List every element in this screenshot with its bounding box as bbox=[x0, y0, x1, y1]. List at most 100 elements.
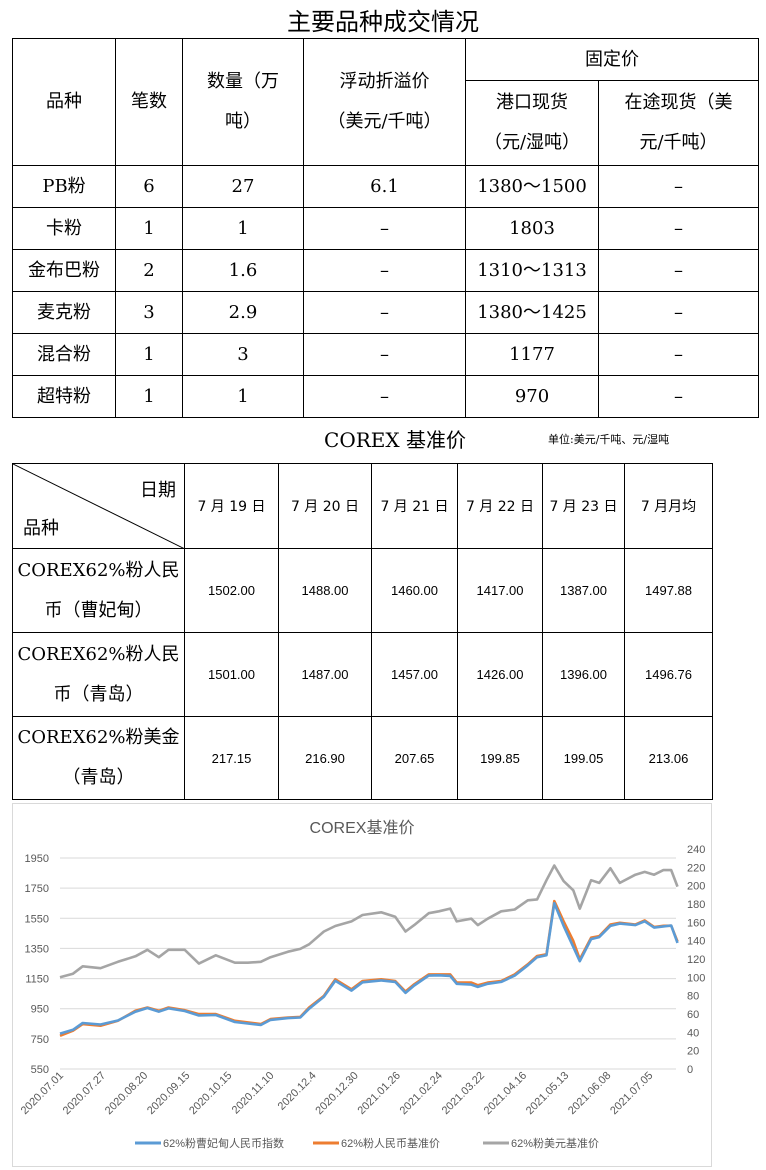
table-row: COREX62%粉人民币（青岛） 1501.00 1487.00 1457.00 142… bbox=[12, 632, 713, 717]
cell-port-spot: 1310～1313 bbox=[465, 249, 599, 292]
diagonal-header-cell: 日期 品种 bbox=[12, 463, 185, 549]
header-variety: 品种 bbox=[12, 38, 116, 166]
cell-quantity: 1 bbox=[182, 207, 304, 250]
cell-afloat-spot: – bbox=[598, 165, 759, 208]
x-tick-label: 2021.01.26 bbox=[356, 1070, 403, 1117]
header-date-col: 7 月 20 日 bbox=[278, 463, 372, 549]
x-tick-label: 2021.04.16 bbox=[482, 1070, 529, 1117]
cell-port-spot: 1177 bbox=[465, 333, 599, 376]
y-right-tick-label: 240 bbox=[687, 844, 705, 856]
cell-quantity: 1.6 bbox=[182, 249, 304, 292]
cell-value: 199.85 bbox=[457, 716, 543, 800]
series-line-2 bbox=[59, 864, 679, 979]
cell-afloat-spot: – bbox=[598, 375, 759, 418]
corex-title: COREX 基准价 bbox=[324, 428, 466, 452]
cell-float-premium: – bbox=[303, 207, 466, 250]
y-right-tick-label: 120 bbox=[687, 954, 705, 966]
y-right-tick-label: 220 bbox=[687, 862, 705, 874]
cell-value: 1457.00 bbox=[371, 632, 458, 717]
x-tick-label: 2020.10.15 bbox=[187, 1070, 234, 1117]
table-row: COREX62%粉美金（青岛） 217.15 216.90 207.65 199.85 1… bbox=[12, 716, 713, 800]
trade-table: 品种 笔数 数量（万吨） 浮动折溢价（美元/千吨） 固定价 港口现货（元/湿吨）… bbox=[12, 38, 759, 418]
y-left-tick-label: 1350 bbox=[25, 943, 49, 955]
cell-value: 1396.00 bbox=[542, 632, 625, 717]
cell-port-spot: 970 bbox=[465, 375, 599, 418]
y-right-tick-label: 200 bbox=[687, 881, 705, 893]
cell-port-spot: 1380～1500 bbox=[465, 165, 599, 208]
cell-value: 1488.00 bbox=[278, 548, 372, 633]
legend-label: 62%粉人民币基准价 bbox=[341, 1137, 440, 1150]
legend-label: 62%粉曹妃甸人民币指数 bbox=[163, 1136, 284, 1150]
y-left-tick-label: 550 bbox=[31, 1064, 49, 1076]
y-right-tick-label: 0 bbox=[687, 1064, 693, 1076]
x-tick-label: 2020.12.30 bbox=[313, 1070, 360, 1117]
x-tick-label: 2020.11.10 bbox=[230, 1070, 277, 1117]
cell-float-premium: – bbox=[303, 291, 466, 334]
table-row: 卡粉 1 1–1803– bbox=[12, 207, 759, 250]
diagonal-line bbox=[13, 464, 185, 549]
x-tick-label: 2021.05.13 bbox=[524, 1070, 571, 1117]
corex-chart: COREX基准价 1950 1750 1550 1350 1150 950 750 550 240… bbox=[12, 803, 712, 1167]
y-right-tick-label: 180 bbox=[687, 899, 705, 911]
cell-quantity: 2.9 bbox=[182, 291, 304, 334]
cell-value: 1496.76 bbox=[624, 632, 713, 717]
cell-quantity: 3 bbox=[182, 333, 304, 376]
cell-value: 207.65 bbox=[371, 716, 458, 800]
header-date-col: 7 月月均 bbox=[624, 463, 713, 549]
y-right-tick-label: 160 bbox=[687, 917, 705, 929]
cell-value: 1426.00 bbox=[457, 632, 543, 717]
cell-afloat-spot: – bbox=[598, 333, 759, 376]
series-line-0 bbox=[59, 901, 679, 1035]
y-right-tick-label: 140 bbox=[687, 936, 705, 948]
x-tick-label: 2021.02.24 bbox=[398, 1070, 445, 1117]
chart-title: COREX基准价 bbox=[310, 819, 415, 837]
cell-count: 3 bbox=[115, 291, 183, 334]
cell-variety: 混合粉 bbox=[12, 333, 116, 376]
x-tick-label: 2021.03.22 bbox=[440, 1070, 487, 1117]
cell-value: 1497.88 bbox=[624, 548, 713, 633]
header-fixed-price: 固定价 bbox=[465, 38, 759, 81]
cell-value: 1487.00 bbox=[278, 632, 372, 717]
cell-value: 213.06 bbox=[624, 716, 713, 800]
header-float-premium: 浮动折溢价（美元/千吨） bbox=[303, 38, 466, 166]
cell-port-spot: 1380～1425 bbox=[465, 291, 599, 334]
table-row: PB粉 6 27 6.1 1380～1500– bbox=[12, 165, 759, 208]
x-tick-label: 2020.09.15 bbox=[145, 1070, 192, 1117]
cell-value: 1417.00 bbox=[457, 548, 543, 633]
y-left-tick-label: 1950 bbox=[25, 853, 49, 865]
x-tick-label: 2020.07.27 bbox=[61, 1070, 108, 1117]
cell-quantity: 1 bbox=[182, 375, 304, 418]
cell-quantity: 27 bbox=[182, 165, 304, 208]
cell-value: 1460.00 bbox=[371, 548, 458, 633]
cell-count: 6 bbox=[115, 165, 183, 208]
header-date-col: 7 月 22 日 bbox=[457, 463, 543, 549]
cell-float-premium: – bbox=[303, 333, 466, 376]
y-right-tick-label: 100 bbox=[687, 972, 705, 984]
header-count: 笔数 bbox=[115, 38, 183, 166]
y-left-tick-label: 1550 bbox=[25, 913, 49, 925]
cell-variety: 金布巴粉 bbox=[12, 249, 116, 292]
x-tick-label: 2020.07.01 bbox=[19, 1070, 66, 1117]
y-right-tick-label: 40 bbox=[687, 1027, 699, 1039]
chart-svg: COREX基准价 1950 1750 1550 1350 1150 950 750 550 240… bbox=[19, 819, 706, 1150]
cell-count: 1 bbox=[115, 375, 183, 418]
cell-count: 2 bbox=[115, 249, 183, 292]
cell-afloat-spot: – bbox=[598, 207, 759, 250]
cell-count: 1 bbox=[115, 333, 183, 376]
cell-port-spot: 1803 bbox=[465, 207, 599, 250]
row-name: COREX62%粉人民币（曹妃甸） bbox=[12, 548, 185, 633]
legend-label: 62%粉美元基准价 bbox=[511, 1137, 599, 1150]
unit-note: 单位:美元/千吨、元/湿吨 bbox=[548, 433, 670, 446]
cell-float-premium: – bbox=[303, 375, 466, 418]
page-title: 主要品种成交情况 bbox=[287, 8, 479, 36]
cell-variety: 超特粉 bbox=[12, 375, 116, 418]
y-left-tick-label: 1750 bbox=[25, 883, 49, 895]
cell-float-premium: – bbox=[303, 249, 466, 292]
header-date-col: 7 月 21 日 bbox=[371, 463, 458, 549]
cell-variety: 麦克粉 bbox=[12, 291, 116, 334]
cell-value: 1502.00 bbox=[184, 548, 279, 633]
cell-count: 1 bbox=[115, 207, 183, 250]
header-variety: 品种 bbox=[23, 518, 59, 539]
cell-value: 199.05 bbox=[542, 716, 625, 800]
cell-float-premium: 6.1 bbox=[303, 165, 466, 208]
